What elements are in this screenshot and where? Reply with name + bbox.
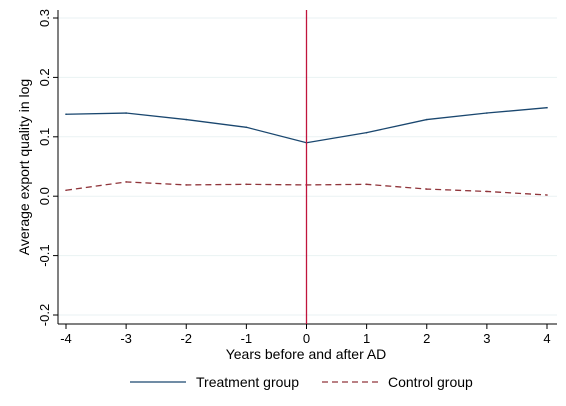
y-tick-label: -0.1 (37, 244, 52, 266)
y-tick-label: 0.2 (37, 68, 52, 86)
data-point (546, 106, 548, 109)
data-point (245, 126, 248, 129)
data-point (185, 118, 188, 121)
y-tick-label: 0.1 (37, 128, 52, 146)
data-point (425, 188, 428, 190)
data-point (486, 112, 488, 114)
x-tick-label: -3 (120, 331, 132, 346)
data-point (365, 183, 368, 186)
data-point (365, 131, 368, 134)
data-point (185, 184, 188, 186)
x-tick-label: -4 (60, 331, 72, 346)
x-tick-label: -1 (241, 331, 253, 346)
axes-layer: -0.2 -0.1 0.0 0.1 0.2 0.3 -4 -3 -2 -1 0 1 2 3 4 (37, 9, 557, 346)
x-tick-label: 2 (423, 331, 430, 346)
y-axis-title: Average export quality in log (16, 79, 32, 255)
y-tick-label: -0.2 (37, 304, 52, 326)
legend: Treatment group Control group (130, 374, 473, 390)
data-point (125, 112, 127, 114)
x-axis-title: Years before and after AD (226, 346, 387, 362)
y-tick-label: 0.3 (37, 9, 52, 27)
data-point (486, 190, 488, 193)
x-tick-label: 1 (363, 331, 370, 346)
grid-layer (58, 17, 557, 316)
x-tick-label: 0 (303, 331, 310, 346)
data-point (245, 183, 248, 186)
data-point (546, 194, 548, 196)
x-tick-label: 3 (483, 331, 490, 346)
y-tick-label: 0.0 (37, 187, 52, 205)
legend-label: Control group (388, 374, 473, 390)
data-point (425, 118, 428, 121)
x-tick-label: -2 (180, 331, 192, 346)
data-point (65, 189, 67, 192)
x-tick-label: 4 (543, 331, 550, 346)
data-point (65, 113, 67, 116)
data-point (125, 181, 127, 183)
legend-label: Treatment group (196, 374, 299, 390)
